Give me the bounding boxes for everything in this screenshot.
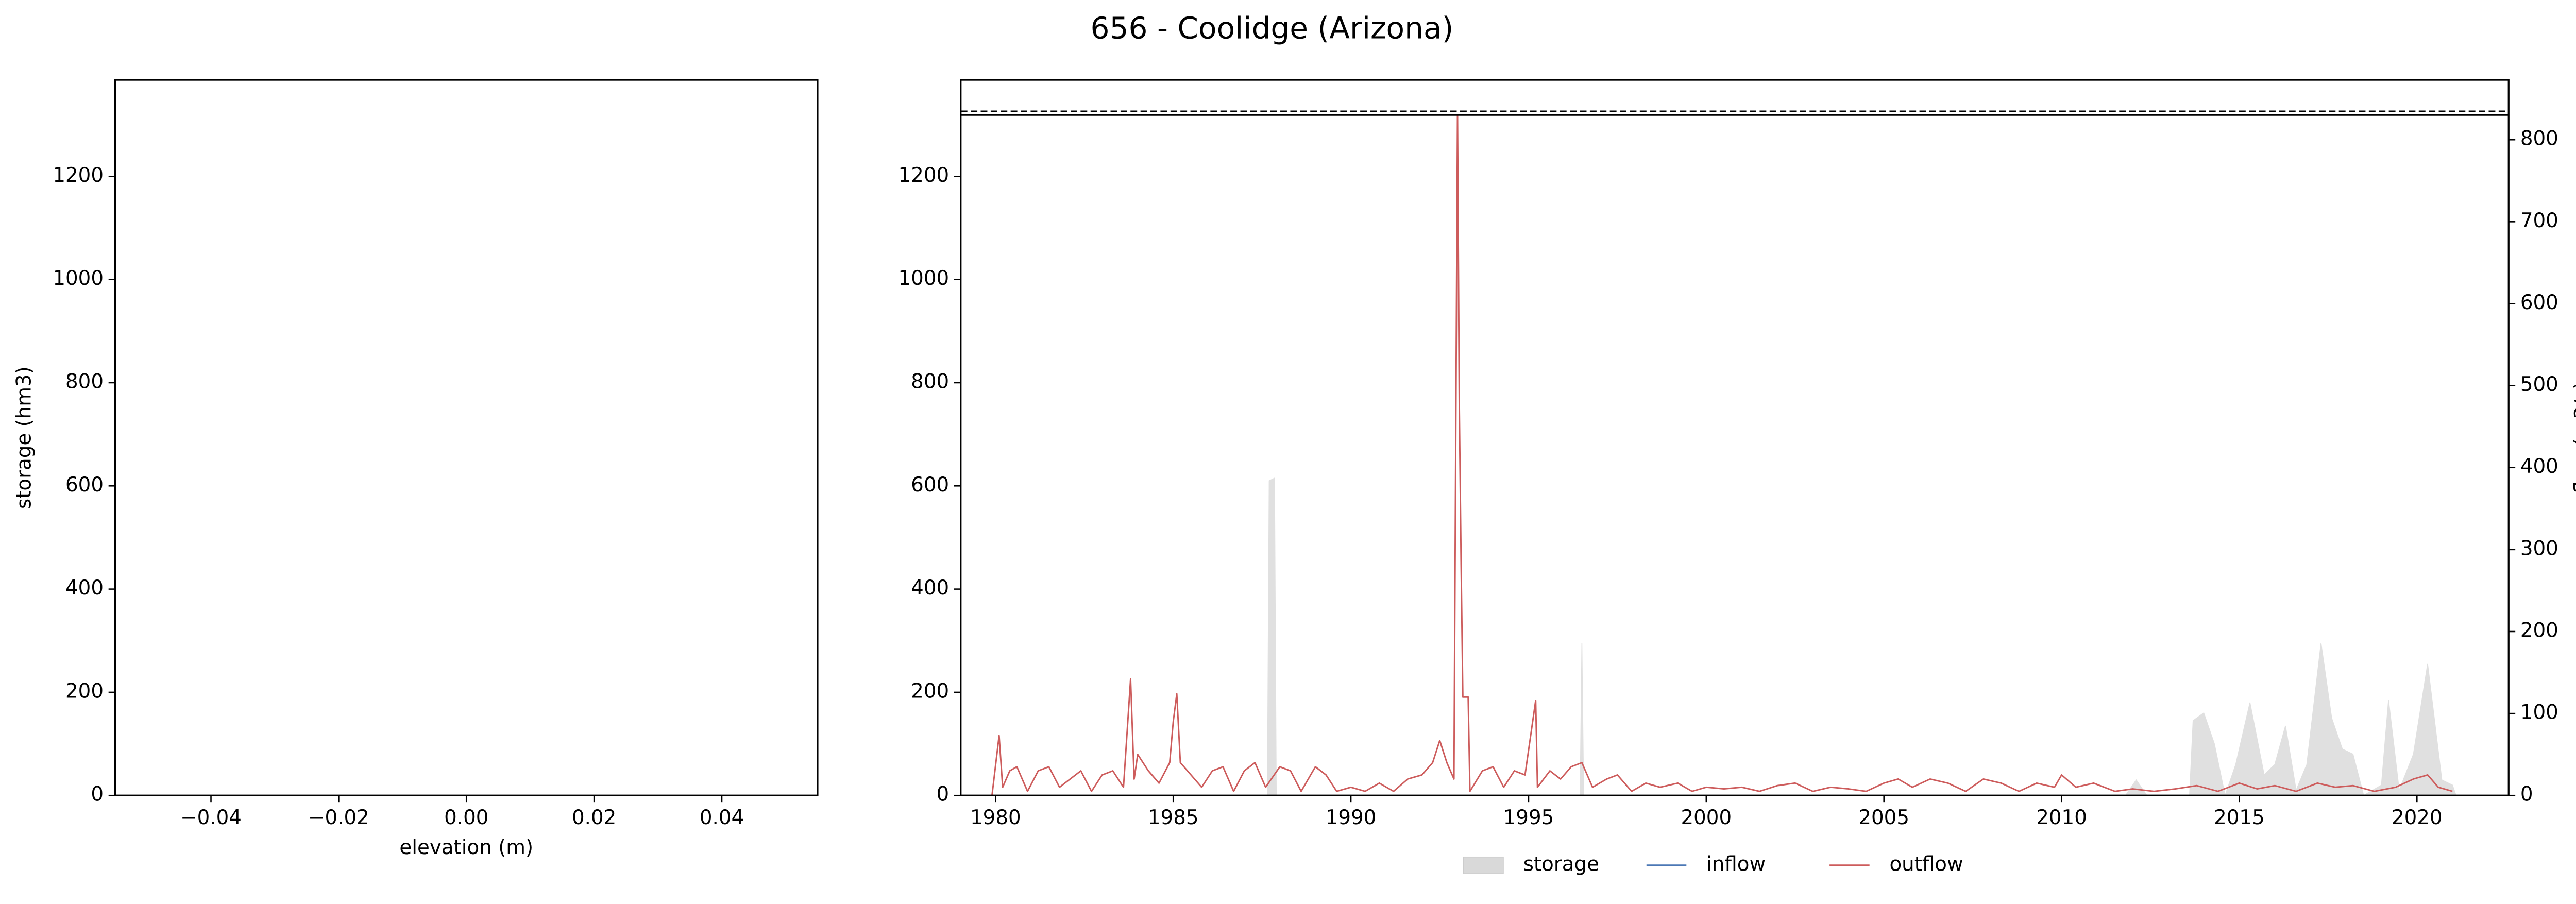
legend-label: storage [1523, 852, 1599, 876]
legend-label: inflow [1706, 852, 1766, 876]
x-tick-label: 0.04 [700, 806, 744, 829]
y-tick-label: 600 [65, 473, 104, 497]
y2-tick-label: 0 [2520, 783, 2533, 806]
x-tick-label: 2000 [1681, 806, 1732, 829]
plot-frame [960, 79, 2510, 796]
x-tick-label: 1980 [970, 806, 1021, 829]
y2-tick-label: 500 [2520, 373, 2558, 396]
x-tick-label: 2020 [2392, 806, 2443, 829]
y2-tick-label: 600 [2520, 291, 2558, 314]
y2-tick-label: 700 [2520, 209, 2558, 232]
y2-tick-label: 800 [2520, 127, 2558, 150]
y-axis-label: storage (hm3) [13, 366, 36, 509]
y-tick-label: 800 [65, 370, 104, 393]
y2-tick-label: 300 [2520, 537, 2558, 560]
storage-area [995, 477, 2457, 797]
y-tick-label: 400 [65, 576, 104, 600]
y2-tick-label: 100 [2520, 701, 2558, 724]
y-tick-label: 600 [911, 473, 949, 497]
y-tick-label: 0 [936, 783, 949, 806]
legend-label: outflow [1889, 852, 1963, 876]
x-tick-label: 0.02 [572, 806, 616, 829]
x-tick-label: −0.02 [308, 806, 369, 829]
plot-frame [114, 79, 819, 796]
y-tick-label: 0 [91, 783, 104, 806]
y-tick-label: 200 [911, 679, 949, 703]
x-tick-label: 2015 [2214, 806, 2265, 829]
legend-swatch [1463, 856, 1504, 874]
x-tick-label: −0.04 [180, 806, 242, 829]
x-axis-label: elevation (m) [399, 836, 533, 859]
x-tick-label: 1985 [1148, 806, 1199, 829]
y-tick-label: 800 [911, 370, 949, 393]
y2-axis-label: flow (m3/s) [2571, 382, 2576, 494]
series-line [991, 114, 2453, 796]
chart-title: 656 - Coolidge (Arizona) [1090, 10, 1453, 45]
x-tick-label: 2005 [1858, 806, 1909, 829]
y2-tick-label: 400 [2520, 455, 2558, 478]
x-tick-label: 0.00 [444, 806, 488, 829]
y-tick-label: 1200 [899, 164, 950, 187]
y-tick-label: 200 [65, 679, 104, 703]
x-tick-label: 1995 [1503, 806, 1554, 829]
x-tick-label: 2010 [2036, 806, 2087, 829]
y-tick-label: 1000 [899, 267, 950, 290]
y-tick-label: 1000 [53, 267, 104, 290]
y-tick-label: 400 [911, 576, 949, 600]
x-tick-label: 1990 [1326, 806, 1377, 829]
y-tick-label: 1200 [53, 164, 104, 187]
y2-tick-label: 200 [2520, 619, 2558, 642]
